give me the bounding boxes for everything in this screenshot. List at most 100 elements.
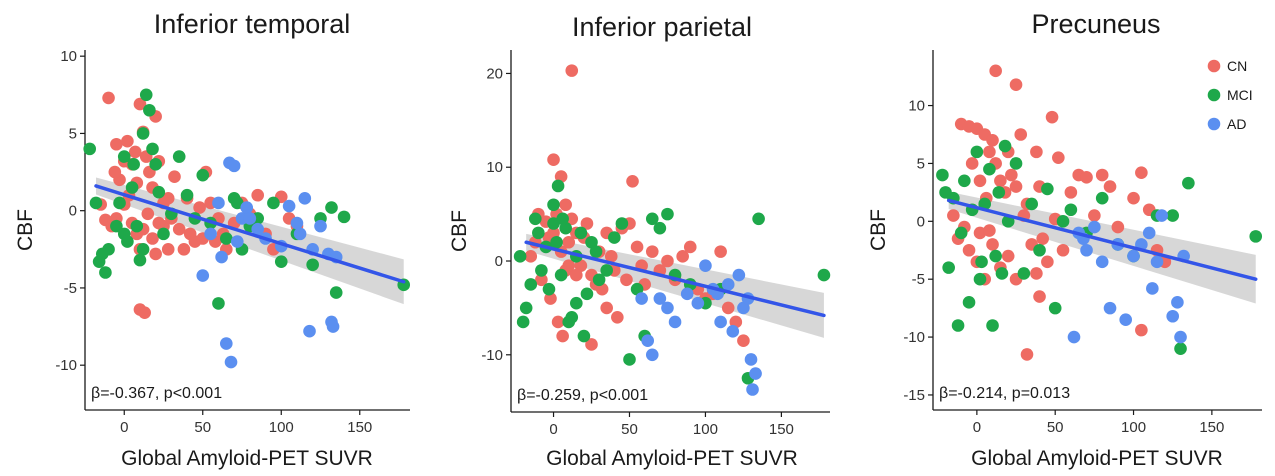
scatter-point-ad xyxy=(749,367,762,380)
scatter-point-mci xyxy=(1041,182,1054,196)
scatter-point-cn xyxy=(661,254,674,268)
scatter-point-mci xyxy=(110,219,123,233)
scatter-point-mci xyxy=(180,188,194,202)
scatter-point-ad xyxy=(293,227,307,241)
scatter-point-cn xyxy=(983,145,996,159)
y-tick-label: 5 xyxy=(917,155,925,172)
scatter-point-mci xyxy=(951,319,965,332)
scatter-point-mci xyxy=(146,142,159,156)
scatter-point-ad xyxy=(212,196,225,210)
regression-line xyxy=(946,198,1258,281)
scatter-point-cn xyxy=(574,259,588,272)
legend-marker-mci xyxy=(1207,88,1221,102)
scatter-point-cn xyxy=(138,306,151,319)
scatter-point-ad xyxy=(251,222,265,236)
x-axis-title: Global Amyloid-PET SUVR xyxy=(121,447,373,470)
scatter-point-ad xyxy=(1080,243,1093,257)
scatter-point-ad xyxy=(314,219,327,233)
scatter-point-ad xyxy=(1171,296,1184,309)
scatter-point-ad xyxy=(1095,255,1109,269)
scatter-point-mci xyxy=(936,168,949,182)
scatter-point-cn xyxy=(110,137,123,151)
scatter-point-mci xyxy=(125,181,139,194)
scatter-point-cn xyxy=(600,301,613,315)
scatter-point-mci xyxy=(220,232,233,245)
scatter-point-mci xyxy=(653,221,667,235)
scatter-point-mci xyxy=(942,261,955,274)
legend: CN MCI AD xyxy=(1207,58,1253,132)
scatter-point-mci xyxy=(592,273,606,287)
scatter-point-cn xyxy=(973,174,987,188)
scatter-point-mci xyxy=(954,226,968,240)
scatter-point-ad xyxy=(1088,220,1101,234)
y-tick-label: 10 xyxy=(60,48,77,65)
scatter-point-ad xyxy=(1146,282,1159,295)
scatter-point-cn xyxy=(994,174,1007,188)
scatter-point-cn xyxy=(585,338,598,351)
scatter-point-mci xyxy=(325,201,338,214)
scatter-point-cn xyxy=(535,273,548,287)
scatter-point-cn xyxy=(544,292,557,305)
x-tick-label: 150 xyxy=(769,421,794,438)
scatter-point-ad xyxy=(737,301,750,315)
scatter-point-ad xyxy=(744,353,758,366)
chart-title: Inferior parietal xyxy=(572,12,752,42)
scatter-point-ad xyxy=(691,296,705,310)
scatter-point-ad xyxy=(661,301,674,315)
x-tick-label: 100 xyxy=(1121,419,1146,436)
scatter-point-mci xyxy=(529,212,542,226)
scatter-point-cn xyxy=(133,97,147,111)
scatter-point-mci xyxy=(630,282,644,296)
scatter-point-ad xyxy=(204,227,217,241)
scatter-point-ad xyxy=(645,348,659,362)
y-tick-label: 10 xyxy=(486,159,503,176)
scatter-point-mci xyxy=(661,207,674,221)
scatter-point-cn xyxy=(1135,166,1148,180)
scatter-point-ad xyxy=(641,334,655,348)
y-tick-label: 20 xyxy=(486,65,503,82)
x-tick-label: 50 xyxy=(1047,419,1064,436)
scatter-point-mci xyxy=(550,235,563,249)
x-tick-label: 150 xyxy=(1199,419,1224,436)
scatter-point-cn xyxy=(620,273,633,287)
scatter-point-ad xyxy=(230,235,244,248)
scatter-point-mci xyxy=(1166,209,1179,222)
chart-title: Precuneus xyxy=(1031,9,1160,39)
scatter-point-cn xyxy=(630,240,644,254)
stats-annotation: β=-0.259, p<0.001 xyxy=(517,387,648,404)
scatter-point-mci xyxy=(157,227,170,241)
scatter-point-cn xyxy=(1103,180,1117,193)
scatter-point-cn xyxy=(1014,128,1028,141)
scatter-point-ad xyxy=(668,315,682,329)
scatter-point-mci xyxy=(1033,243,1046,257)
scatter-point-cn xyxy=(565,64,579,77)
scatter-point-cn xyxy=(1036,232,1049,245)
scatter-point-ad xyxy=(227,159,241,173)
scatter-point-ad xyxy=(1067,330,1081,344)
scatter-point-mci xyxy=(519,301,533,315)
scatter-point-ad xyxy=(220,337,233,350)
scatter-point-cn xyxy=(1030,267,1043,280)
scatter-point-mci xyxy=(212,297,225,310)
scatter-point-cn xyxy=(152,216,166,230)
x-tick-label: 50 xyxy=(194,419,211,436)
scatter-point-cn xyxy=(1001,249,1015,263)
scatter-point-cn xyxy=(737,334,750,348)
scatter-point-cn xyxy=(1080,171,1093,184)
scatter-point-ad xyxy=(243,212,257,225)
x-axis-title: Global Amyloid-PET SUVR xyxy=(546,447,798,470)
y-tick-label: 10 xyxy=(908,98,925,115)
scatter-point-cn xyxy=(1056,243,1070,257)
scatter-point-mci xyxy=(99,266,112,279)
scatter-point-ad xyxy=(1142,226,1156,240)
scatter-point-mci xyxy=(973,272,987,286)
scatter-point-cn xyxy=(626,174,639,188)
scatter-point-ad xyxy=(1119,313,1132,327)
scatter-point-cn xyxy=(965,157,979,170)
scatter-point-cn xyxy=(983,224,996,237)
scatter-point-cn xyxy=(989,64,1002,78)
scatter-point-mci xyxy=(89,196,103,210)
scatter-point-cn xyxy=(973,226,987,240)
